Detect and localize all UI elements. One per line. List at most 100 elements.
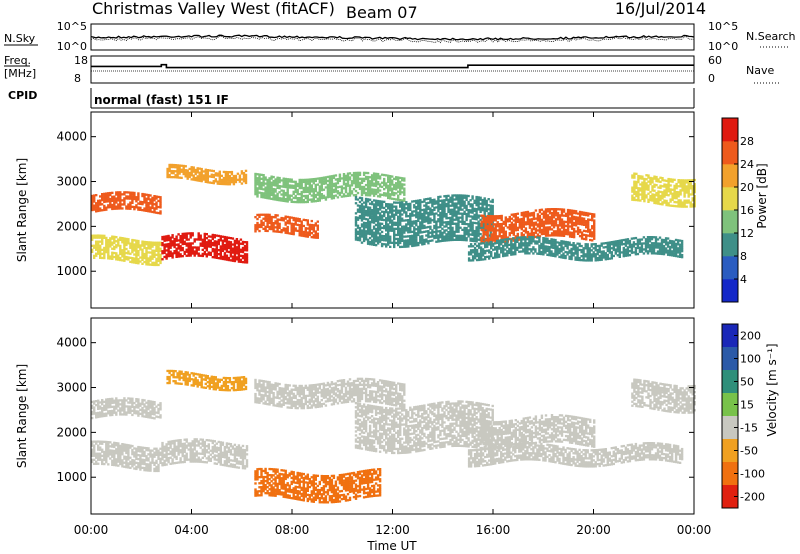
echo-cell	[492, 213, 494, 215]
echo-cell	[123, 409, 125, 411]
colorbar-tick-label: 20	[740, 181, 754, 194]
freq-panel: Freq. [MHz] 18 8 60 0 Nave	[4, 54, 780, 85]
echo-cell	[655, 184, 657, 186]
echo-cell	[221, 179, 223, 181]
echo-cell	[127, 250, 129, 252]
echo-cell	[538, 241, 540, 243]
echo-cell	[659, 237, 661, 239]
echo-cell	[200, 255, 202, 257]
echo-cell	[139, 260, 141, 262]
echo-cell	[681, 248, 683, 250]
echo-cell	[619, 254, 621, 256]
echo-cell	[274, 190, 276, 192]
echo-cell	[361, 217, 363, 219]
echo-cell	[179, 245, 181, 247]
freq-label-line1: Freq.	[4, 54, 31, 67]
echo-cell	[486, 246, 488, 248]
echo-cell	[280, 231, 282, 233]
echo-cell	[491, 225, 493, 227]
echo-cell	[393, 246, 395, 248]
nave-label: Nave	[746, 64, 774, 77]
echo-cell	[523, 234, 525, 236]
echo-cell	[663, 253, 665, 255]
echo-cell	[484, 197, 486, 199]
echo-cell	[523, 230, 525, 232]
echo-cell	[457, 231, 459, 233]
echo-cell	[421, 213, 423, 215]
echo-cell	[137, 192, 139, 194]
echo-cell	[461, 205, 463, 207]
echo-cell	[583, 222, 585, 224]
echo-cell	[490, 251, 492, 253]
echo-cell	[188, 238, 190, 240]
echo-cell	[502, 245, 504, 247]
echo-cell	[461, 201, 463, 203]
echo-cell	[361, 188, 363, 190]
echo-cell	[611, 251, 613, 253]
echo-cell	[461, 215, 463, 217]
echo-cell	[276, 214, 278, 216]
echo-cell	[315, 180, 317, 182]
echo-cell	[488, 257, 490, 259]
echo-cell	[280, 193, 282, 195]
echo-cell	[603, 242, 605, 244]
echo-cell	[401, 179, 403, 181]
echo-cell	[490, 253, 492, 255]
echo-cell	[321, 179, 323, 181]
echo-cell	[510, 239, 512, 241]
echo-cell	[262, 174, 264, 176]
echo-cell	[361, 194, 363, 196]
echo-cell	[359, 184, 361, 186]
echo-cell	[465, 199, 467, 201]
echo-cell	[395, 208, 397, 210]
echo-cell	[401, 232, 403, 234]
echo-cell	[453, 209, 455, 211]
echo-cell	[409, 217, 411, 219]
velocity-panel: 1000200030004000 Slant Range [km] 200100…	[15, 318, 779, 514]
echo-cell	[301, 199, 303, 201]
echo-cell	[201, 180, 203, 182]
echo-cell	[503, 221, 505, 223]
echo-cell	[421, 231, 423, 233]
echo-cell	[351, 190, 353, 192]
echo-cell	[419, 203, 421, 205]
echo-cell	[401, 246, 403, 248]
echo-cell	[461, 239, 463, 241]
echo-cell	[341, 196, 343, 198]
echo-cell	[103, 235, 105, 237]
echo-cell	[513, 232, 515, 234]
echo-cell	[429, 226, 431, 228]
echo-cell	[587, 224, 589, 226]
echo-cell	[522, 248, 524, 250]
echo-cell	[321, 187, 323, 189]
echo-cell	[119, 245, 121, 247]
echo-cell	[192, 248, 194, 250]
echo-cell	[115, 236, 117, 238]
echo-cell	[137, 194, 139, 196]
echo-cell	[161, 242, 163, 244]
echo-cell	[287, 190, 289, 192]
echo-cell	[95, 194, 97, 196]
echo-cell	[482, 248, 484, 250]
echo-cell	[443, 209, 445, 211]
echo-cell	[143, 399, 145, 401]
echo-cell	[497, 237, 499, 239]
echo-cell	[301, 231, 303, 233]
echo-cell	[538, 239, 540, 241]
echo-cell	[583, 234, 585, 236]
echo-cell	[591, 259, 593, 261]
echo-cell	[593, 221, 595, 223]
echo-cell	[331, 179, 333, 181]
echo-cell	[161, 250, 163, 252]
echo-cell	[101, 241, 103, 243]
echo-cell	[522, 244, 524, 246]
echo-cell	[220, 253, 222, 255]
echo-cell	[470, 243, 472, 245]
echo-cell	[542, 245, 544, 247]
echo-cell	[647, 187, 649, 189]
noise-search-label: N.Search	[746, 30, 796, 43]
echo-cell	[256, 195, 258, 197]
echo-cell	[542, 249, 544, 251]
echo-cell	[401, 203, 403, 205]
echo-cell	[429, 222, 431, 224]
